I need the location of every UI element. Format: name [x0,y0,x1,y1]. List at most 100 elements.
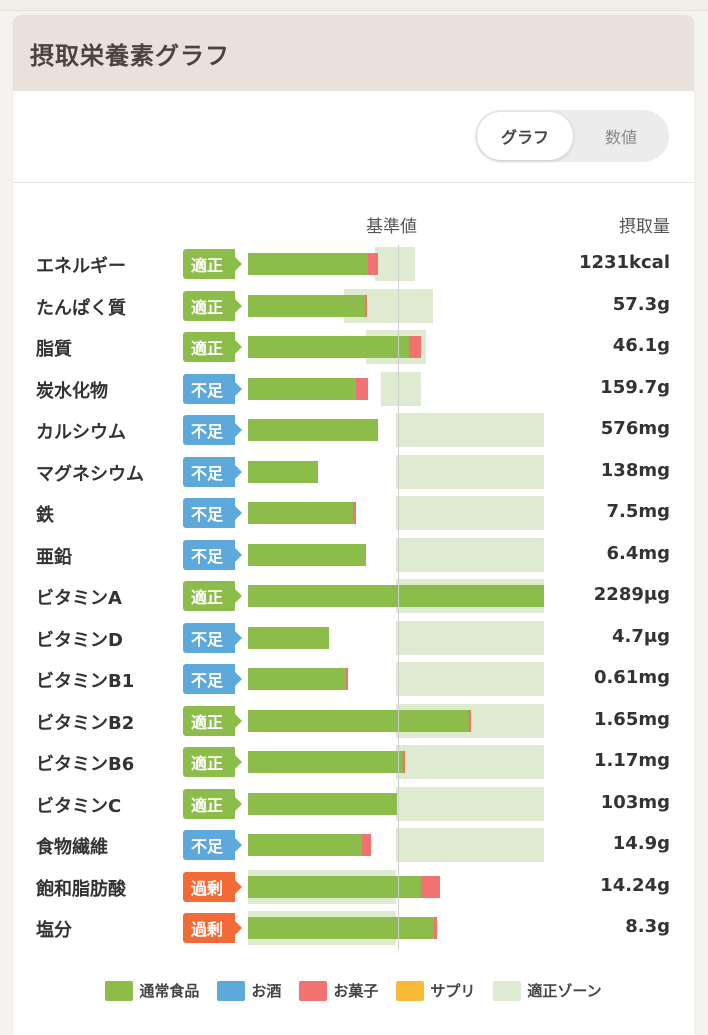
nutrient-row: 脂質 適正 46.1g [13,326,694,368]
bar-regular-food [248,253,368,275]
status-badge: 不足 [183,415,242,445]
nutrient-name: ビタミンB2 [36,712,135,734]
status-badge-text: 過剰 [191,920,224,939]
nutrient-row: 飽和脂肪酸 過剰 14.24g [13,866,694,908]
bar-regular-food [248,792,398,815]
legend-item: 適正ゾーン [493,980,602,1001]
appropriate-zone [396,828,544,862]
bar-regular-food [248,668,346,690]
nutrient-name: ビタミンC [36,795,122,817]
status-badge-text: 適正 [191,339,224,358]
appropriate-zone [396,620,544,655]
bar-snack [409,336,422,358]
status-badge: 過剰 [183,871,242,902]
status-badge: 適正 [183,581,242,611]
legend-swatch [299,980,328,1001]
intake-value: 14.9g [612,833,670,854]
bar-snack [434,917,438,939]
bar-snack [353,502,357,524]
intake-value: 103mg [600,791,670,813]
nutrient-name: エネルギー [36,256,126,277]
status-badge-text: 不足 [191,629,224,649]
toggle-values-button[interactable]: 数値 [604,128,637,147]
legend-item: お菓子 [299,980,378,1001]
nutrient-row: 炭水化物 不足 159.7g [13,368,694,410]
intake-value: 57.3g [612,293,670,315]
bar-snack [468,709,471,732]
bar-snack [345,668,348,690]
bar-snack [367,253,379,275]
bar-snack [364,294,367,317]
nutrient-row: たんぱく質 適正 57.3g [13,285,694,327]
nutrient-name: 鉄 [36,505,54,526]
status-badge: 適正 [183,747,242,777]
nutrient-name: 脂質 [36,339,72,360]
intake-value: 14.24g [600,874,670,896]
top-strip [0,0,708,11]
intake-value: 6.4mg [606,542,670,564]
appropriate-zone [396,537,544,572]
legend-label: お菓子 [333,982,379,1000]
legend-label: サプリ [430,982,476,1000]
legend-item: 通常食品 [105,980,199,1001]
intake-value: 0.61mg [593,667,670,688]
status-badge-text: 不足 [191,422,224,441]
appropriate-zone [396,496,544,530]
intake-value: 1.17mg [593,750,670,771]
nutrient-name: カルシウム [36,422,126,443]
bar-regular-food [248,709,469,732]
status-badge-text: 不足 [191,546,224,566]
nutrient-row: ビタミンB6 適正 1.17mg [13,741,694,783]
appropriate-zone [396,745,544,779]
bar-snack [356,377,368,400]
appropriate-zone [396,413,544,447]
bar-regular-food [248,377,357,400]
nutrient-graph-card: 摂取栄養素グラフ グラフ 数値 基準値 摂取量 エネルギー 適正 1231kcal た… [13,15,694,1035]
status-badge: 不足 [183,664,242,694]
intake-value: 4.7μg [611,625,670,647]
nutrient-row: ビタミンB2 適正 1.65mg [13,700,694,742]
bar-regular-food [248,834,362,856]
appropriate-zone [396,662,544,696]
appropriate-zone [396,786,544,821]
nutrient-name: ビタミンA [36,588,122,609]
status-badge-text: 不足 [191,380,224,400]
bar-snack [361,834,371,856]
divider [13,182,694,183]
nutrient-row: 塩分 過剰 8.3g [13,907,694,949]
bar-regular-food [248,419,379,441]
nutrient-name: 飽和脂肪酸 [36,878,126,900]
status-badge-text: 過剰 [191,878,224,898]
toggle-graph-button[interactable]: グラフ [477,112,573,160]
appropriate-zone [381,371,422,406]
status-badge-text: 不足 [191,837,224,856]
nutrient-row: ビタミンD 不足 4.7μg [13,617,694,659]
bar-regular-food [248,294,365,317]
bar-regular-food [248,336,410,358]
status-badge: 適正 [183,705,242,736]
reference-line [398,245,399,950]
intake-value: 7.5mg [606,501,670,522]
status-badge: 適正 [183,290,242,321]
nutrient-row: ビタミンC 適正 103mg [13,783,694,825]
nutrient-row: ビタミンB1 不足 0.61mg [13,658,694,700]
legend-swatch [493,980,522,1001]
nutrient-row: エネルギー 適正 1231kcal [13,243,694,285]
intake-value: 8.3g [625,916,670,937]
nutrient-row: マグネシウム 不足 138mg [13,451,694,493]
bar-snack [421,875,441,898]
legend: 通常食品 お酒 お菓子 サプリ 適正ゾーン [13,980,694,1001]
intake-value: 1.65mg [593,708,670,730]
nutrient-name: ビタミンB6 [36,754,135,775]
bar-regular-food [248,917,435,939]
status-badge-text: 不足 [191,671,224,690]
nutrient-row: 食物繊維 不足 14.9g [13,824,694,866]
bar-regular-food [248,460,318,483]
status-badge: 不足 [183,373,242,404]
nutrient-row: ビタミンA 適正 2289μg [13,575,694,617]
nutrient-name: ビタミンD [36,629,123,651]
status-badge: 不足 [183,539,242,570]
status-badge-text: 不足 [191,463,224,483]
status-badge-text: 適正 [191,754,224,773]
intake-value: 2289μg [593,584,670,605]
